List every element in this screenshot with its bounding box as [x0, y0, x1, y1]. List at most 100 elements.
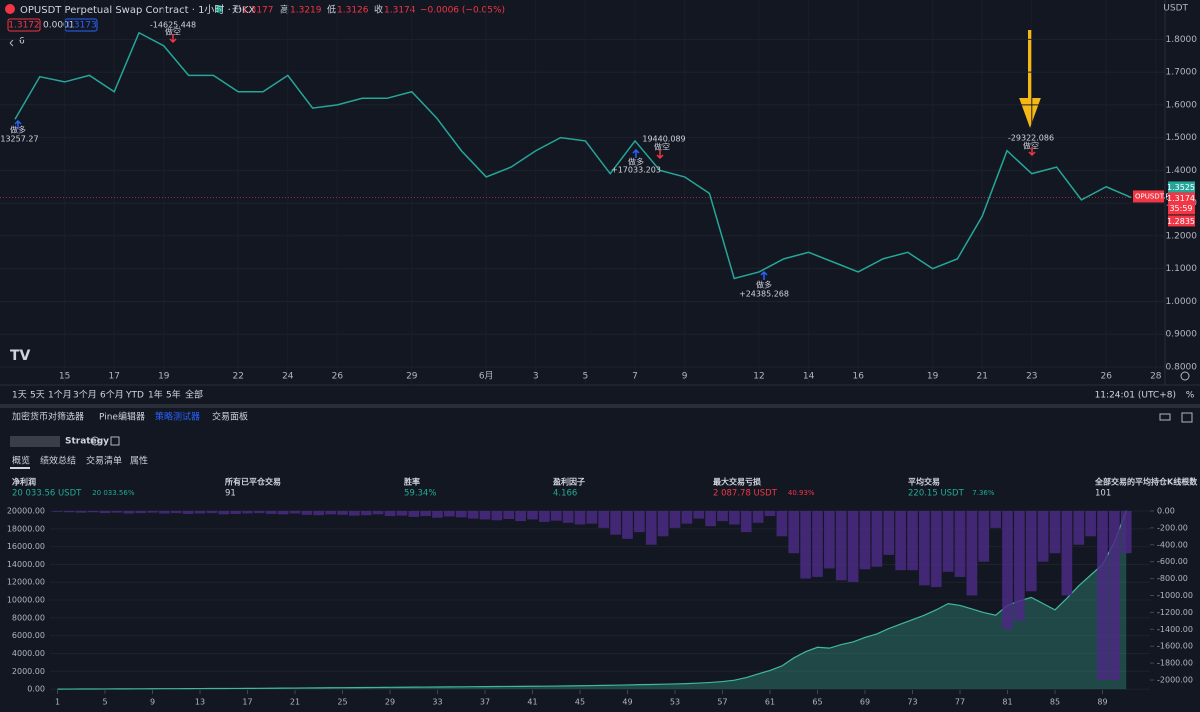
export-icon[interactable] — [110, 436, 120, 446]
x-tick-label: 5 — [102, 698, 107, 707]
trade-label: 做空 — [1023, 141, 1039, 151]
x-tick-label: 45 — [575, 698, 585, 707]
drawdown-bar — [717, 510, 728, 522]
x-tick-label: 19 — [158, 372, 170, 382]
panel-tab[interactable]: Pine编辑器 — [99, 411, 145, 423]
drawdown-bar — [824, 510, 835, 569]
subtab[interactable]: 属性 — [130, 455, 148, 467]
timeframe[interactable]: 5年 — [166, 389, 181, 401]
drawdown-bar — [800, 510, 811, 579]
x-tick-label: 23 — [1026, 372, 1037, 382]
timeframe[interactable]: 1年 — [148, 389, 163, 401]
panel-tab[interactable]: 策略测试器 — [155, 411, 200, 423]
drawdown-bar — [75, 510, 87, 513]
drawdown-bar — [254, 510, 265, 514]
timeframe[interactable]: 6个月 — [100, 390, 124, 401]
tag-bg — [1168, 192, 1195, 215]
metric-value: 101 — [1095, 489, 1111, 499]
drawdown-bar — [337, 510, 348, 515]
x-tick-label: 13 — [195, 698, 205, 707]
drawdown-bar — [681, 510, 693, 524]
y2-tick-label: -1400.00 — [1157, 625, 1193, 634]
drawdown-bar — [883, 510, 895, 555]
drawdown-bar — [265, 510, 277, 514]
subtab[interactable]: 概览 — [12, 455, 30, 467]
buy-price[interactable]: 1.3173 — [65, 21, 97, 31]
subtab[interactable]: 绩效总结 — [40, 455, 76, 467]
x-tick-label: 69 — [860, 698, 870, 707]
metric-label: 最大交易亏损 — [713, 477, 761, 487]
x-tick-label: 37 — [480, 698, 490, 707]
x-tick-label: 21 — [290, 698, 300, 707]
drawdown-bar — [52, 510, 63, 512]
drawdown-bar — [990, 510, 1001, 528]
subtab[interactable]: 交易清单 — [86, 455, 122, 467]
x-tick-label: 12 — [753, 372, 764, 382]
symbol: OPUSDT Perpetual Swap Contract · 1小时 · O… — [20, 4, 255, 16]
x-tick-label: 41 — [527, 698, 537, 707]
countdown: 35:59 — [1169, 204, 1192, 213]
drawdown-bar — [764, 510, 776, 517]
x-tick-label: 53 — [670, 698, 680, 707]
drawdown-bar — [277, 510, 289, 515]
trade-label: +17033.203 — [611, 166, 661, 175]
percent-toggle[interactable]: % — [1186, 391, 1195, 401]
y-tick-label: 0.8000 — [1166, 362, 1198, 372]
panel-tab[interactable]: 交易面板 — [212, 411, 248, 423]
sell-box[interactable] — [7, 18, 41, 32]
drawdown-bar — [87, 510, 99, 513]
timeframe[interactable]: 1天 — [12, 391, 27, 401]
sell-price[interactable]: 1.3172 — [8, 21, 40, 31]
drawdown-bar — [444, 510, 455, 517]
drawdown-bar — [610, 510, 621, 535]
timeframe[interactable]: 1个月 — [48, 390, 72, 401]
timeframe[interactable]: 5天 — [30, 391, 45, 401]
drawdown-bar — [396, 510, 408, 516]
symbol-tag: OPUSDT.P — [1135, 192, 1170, 200]
y-tick-label: 1.8000 — [1166, 35, 1198, 45]
drawdown-bar — [384, 510, 396, 517]
trade-arrow — [632, 148, 640, 158]
y-tick-label: 12000.00 — [7, 578, 45, 587]
drawdown-bar — [930, 510, 942, 588]
ohlc-value: 1.3126 — [337, 6, 369, 16]
trade-arrow — [656, 150, 664, 160]
y2-tick-label: -600.00 — [1157, 557, 1188, 566]
x-tick-label: 7 — [632, 372, 638, 382]
timeframe[interactable]: YTD — [125, 391, 144, 401]
x-tick-label: 81 — [1002, 698, 1012, 707]
timeframe[interactable]: 全部 — [185, 389, 203, 401]
panel-tab[interactable]: 加密货币对筛选器 — [12, 411, 84, 423]
x-tick-label: 6月 — [479, 371, 494, 382]
settings-icon[interactable] — [90, 436, 100, 446]
indicator-count: 6 — [19, 37, 25, 47]
ohlc-value: 1.3174 — [384, 6, 416, 16]
drawdown-bar — [788, 510, 800, 554]
drawdown-bar — [170, 510, 182, 514]
drawdown-bar — [978, 510, 990, 562]
y-tick-label: 1.0000 — [1166, 297, 1198, 307]
drawdown-bar — [1014, 510, 1025, 621]
drawdown-bar — [657, 510, 669, 537]
y-tick-label: 20000.00 — [7, 507, 45, 516]
ohlc-value: 1.3177 — [242, 6, 274, 16]
trade-label: 做多 — [756, 280, 772, 290]
timeframe[interactable]: 3个月 — [73, 390, 97, 401]
drawdown-bar — [159, 510, 170, 514]
drawdown-bar — [586, 510, 598, 524]
y-tick-label: 1.6000 — [1166, 100, 1198, 110]
collapse-icon[interactable] — [9, 39, 14, 47]
trade-label: 19440.089 — [642, 135, 685, 144]
drawdown-bar — [954, 510, 966, 577]
ohlc-value: 1.3219 — [290, 6, 322, 16]
metric-pct: 40.93% — [788, 489, 815, 497]
y-tick-label: 16000.00 — [7, 542, 45, 551]
x-tick-label: 15 — [59, 372, 70, 382]
maximize-icon[interactable] — [1181, 412, 1193, 423]
change: −0.0006 (−0.05%) — [420, 6, 505, 16]
minimize-icon[interactable] — [1159, 413, 1171, 421]
settings-icon[interactable] — [1180, 371, 1190, 381]
metric-label: 平均交易 — [908, 477, 940, 487]
strategy-name: Strategy — [65, 437, 109, 447]
